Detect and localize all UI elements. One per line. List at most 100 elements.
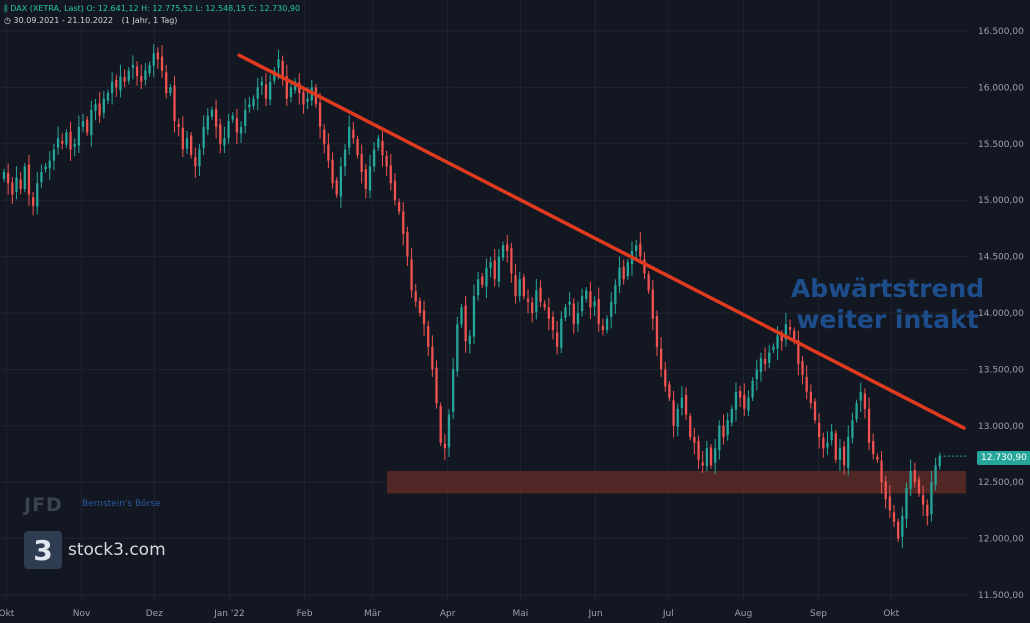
candle-body [98,103,101,116]
x-tick-label: Apr [440,609,456,619]
candle-body [352,129,355,139]
candle-body [452,369,455,412]
y-tick-label: 12.500,00 [978,478,1024,488]
interval-label: (1 Jahr, 1 Tag) [121,16,178,25]
candle-body [805,376,808,392]
candle-body [214,109,218,127]
candle-body [680,397,684,408]
y-tick-label: 13.500,00 [978,365,1024,375]
candle-body [485,267,488,287]
candle-body [659,348,663,370]
candle-body [510,248,513,274]
candle-body [373,149,376,167]
candle-body [535,290,538,313]
candle-body [110,81,114,94]
candle-body [339,166,343,197]
candle-body [185,138,189,149]
candle-body [734,391,738,410]
candle-body [81,121,85,127]
candle-body [356,139,359,156]
candle-body [302,92,305,105]
candle-body [90,109,93,136]
x-tick-label: Okt [0,609,15,619]
candle-body [801,361,804,376]
candle-body [36,183,39,207]
candle-body [610,301,613,317]
candle-body [797,340,800,364]
candle-body [626,262,629,277]
candle-body [926,504,929,517]
candle-body [921,495,925,505]
last-price-badge: 12.730,90 [977,451,1030,465]
candle-body [676,408,679,427]
candle-body [456,324,459,372]
candle-body [880,460,883,483]
candle-body [443,443,446,449]
x-tick-label: Jun [587,609,602,619]
x-tick-label: Mär [364,609,381,619]
candle-body [847,437,850,468]
jfd-logo: JFD [24,494,63,516]
candle-body [335,180,338,195]
date-range: 30.09.2021 - 21.10.2022 [13,16,114,25]
candle-body [514,275,517,297]
candle-body [202,126,205,148]
candle-body [169,87,172,94]
candle-body [447,414,451,448]
candle-body [127,70,130,81]
candle-body [2,172,6,179]
grid-lines [0,0,968,600]
candle-body [244,109,247,126]
x-tick-label: Nov [73,609,91,619]
candle-body [763,359,767,364]
candle-body [930,482,933,515]
candle-body [917,479,921,494]
candle-body [414,291,417,302]
candle-body [934,465,937,485]
candle-body [576,313,580,325]
candle-body [431,346,434,370]
candle-body [859,391,862,401]
candle-body [780,335,783,342]
candle-body [422,310,426,325]
candle-body [102,98,105,113]
candle-body [664,369,667,387]
candle-body [855,403,858,420]
candle-body [643,259,646,274]
candle-body [156,52,160,60]
candle-body [289,87,293,97]
candle-body [44,166,47,170]
candle-body [173,85,176,122]
candle-body [198,149,201,167]
candle-body [239,126,243,134]
candle-body [410,259,413,291]
candle-body [901,516,904,537]
x-tick-label: Feb [297,609,313,619]
candle-body [622,266,625,280]
bernstein-logo: Bernstein's Börse [82,499,161,509]
candle-body [884,481,887,500]
candle-body [909,470,912,489]
candle-body [543,303,546,308]
candle-body [223,138,226,146]
candle-body [219,124,222,144]
support-zone [387,470,967,494]
candle-body [892,512,896,522]
candle-body [601,326,605,330]
candle-body [793,330,796,342]
candle-body [722,425,725,438]
candle-body [148,64,151,74]
candle-body [772,346,775,350]
annotation-line-1: Abwärtstrend [790,274,985,303]
candle-body [531,302,534,313]
candle-body [69,131,72,150]
candle-body [23,166,26,189]
candle-body [689,416,692,438]
candle-body [248,104,251,108]
candle-body [281,61,284,77]
candle-body [655,315,659,347]
candle-body [714,448,717,463]
candle-body [277,59,280,68]
candle-body [273,70,276,81]
